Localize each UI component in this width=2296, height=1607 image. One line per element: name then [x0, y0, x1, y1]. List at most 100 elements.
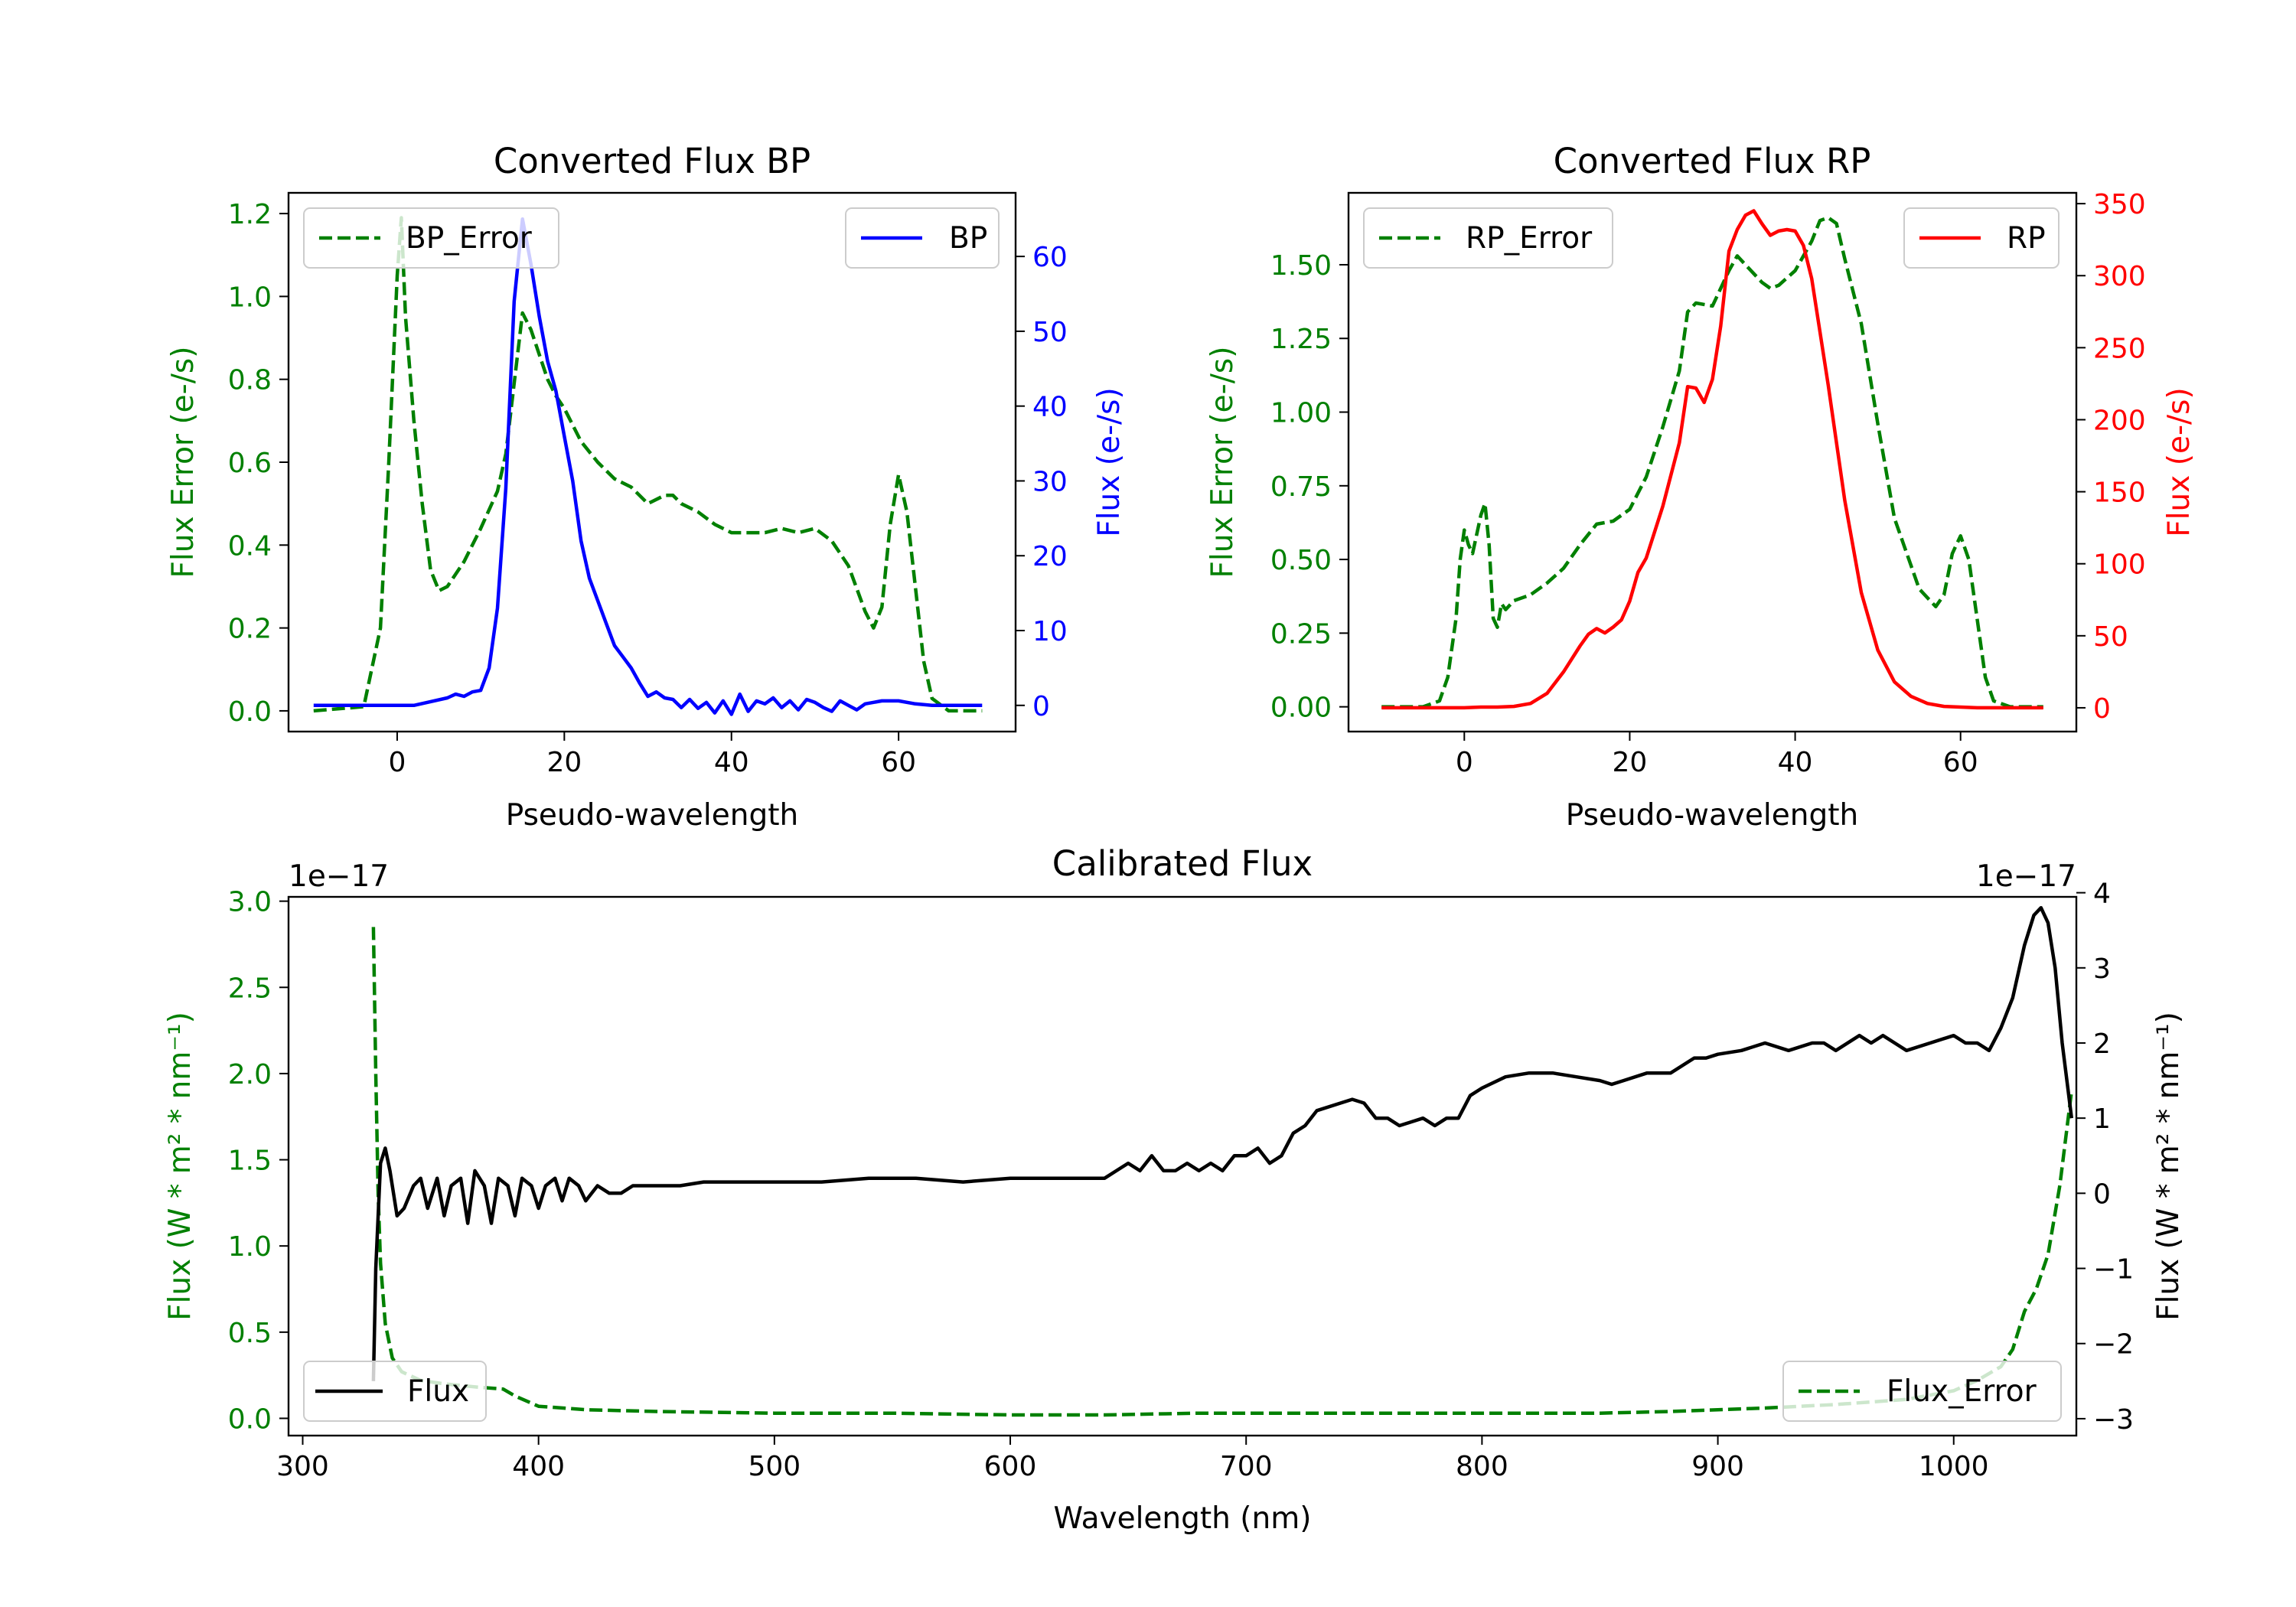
bp-right-axis-label: Flux (e-/s) [1092, 387, 1127, 536]
rp-series-rp [1381, 209, 2043, 710]
rp-right-y-tick-label: 0 [2093, 693, 2111, 725]
rp-left-y-tick-label: 0.75 [1270, 471, 1332, 503]
calibrated-legend-left-box [303, 1361, 487, 1422]
rp-series-rp-error [1381, 216, 2043, 709]
bp-legend-left-label: BP_Error [406, 221, 533, 256]
rp-right-y-tick-label: 300 [2093, 261, 2146, 292]
bp-left-y-tick-label: 1.2 [228, 199, 272, 230]
calibrated-x-tick-label: 800 [1456, 1451, 1508, 1482]
calibrated-left-y-tick-label: 2.5 [228, 973, 272, 1004]
rp-x-tick-label: 0 [1456, 747, 1473, 778]
bp-left-axis-label: Flux Error (e-/s) [166, 347, 201, 579]
rp-axes-frame [1347, 191, 2078, 733]
rp-left-y-tick-label: 0.25 [1270, 618, 1332, 650]
bp-series-bp [313, 217, 983, 716]
rp-ticks: 0 20 40 60 0.00 0.25 0.50 0.75 1.00 1.25 1.50 0 50 10… [1270, 189, 2146, 778]
calibrated-x-tick-label: 1000 [1919, 1451, 1989, 1482]
bp-plot-area [313, 216, 983, 716]
bp-left-y-tick-label: 1.0 [228, 282, 272, 313]
bp-series-bp-error [313, 216, 983, 713]
calibrated-left-y-tick-label: 3.0 [228, 887, 272, 918]
bp-left-y-tick-label: 0.4 [228, 530, 272, 562]
bp-x-tick-label: 60 [881, 747, 916, 778]
calibrated-left-y-tick-label: 2.0 [228, 1059, 272, 1090]
calibrated-left-y-tick-label: 0.0 [228, 1403, 272, 1435]
rp-panel: Converted Flux RP 0 20 40 60 0.00 0.25 0.50 0.7… [1205, 141, 2197, 833]
calibrated-legend-right-box [1782, 1361, 2062, 1422]
rp-right-y-tick-label: 200 [2093, 405, 2146, 436]
bp-panel: Converted Flux BP 0 20 40 60 0.0 0.2 0.4 0.6 0.8… [166, 141, 1127, 833]
rp-left-y-tick-label: 1.00 [1270, 398, 1332, 429]
bp-legend-left-box [303, 207, 559, 269]
bp-right-y-tick-label: 60 [1032, 242, 1068, 273]
calibrated-legend-left-label: Flux [407, 1374, 469, 1409]
bp-chart-title: Converted Flux BP [494, 141, 810, 181]
calibrated-axes-frame [287, 895, 2078, 1437]
bp-axes-frame [287, 191, 1017, 733]
bp-x-tick-label: 40 [714, 747, 749, 778]
calibrated-right-y-tick-label: 3 [2093, 953, 2111, 985]
rp-chart-title: Converted Flux RP [1554, 141, 1871, 181]
bp-right-y-tick-label: 10 [1032, 616, 1068, 647]
rp-left-y-tick-label: 1.50 [1270, 250, 1332, 282]
rp-legend-right: RP [1903, 207, 2060, 269]
rp-legend-left-box [1363, 207, 1613, 269]
calibrated-x-tick-label: 900 [1691, 1451, 1744, 1482]
calibrated-left-axis-label: Flux (W * m² * nm⁻¹) [163, 1012, 197, 1321]
rp-x-tick-label: 40 [1778, 747, 1813, 778]
rp-x-axis-label: Pseudo-wavelength [1566, 798, 1858, 833]
calibrated-right-y-tick-label: 2 [2093, 1028, 2111, 1060]
rp-legend-right-label: RP [2007, 221, 2046, 256]
bp-right-y-tick-label: 40 [1032, 392, 1068, 423]
bp-left-y-tick-label: 0.8 [228, 365, 272, 396]
rp-legend-right-box [1903, 207, 2060, 269]
rp-right-y-tick-label: 350 [2093, 189, 2146, 220]
bp-x-tick-label: 20 [546, 747, 582, 778]
calibrated-right-y-tick-label: −3 [2093, 1404, 2134, 1436]
bp-right-y-tick-label: 0 [1032, 691, 1050, 722]
bp-x-tick-label: 0 [389, 747, 406, 778]
calibrated-left-y-tick-label: 1.5 [228, 1146, 272, 1177]
calibrated-panel: Calibrated Flux 300 400 500 600 700 800 900 100… [163, 843, 2186, 1536]
rp-left-y-tick-label: 1.25 [1270, 324, 1332, 355]
calibrated-x-tick-label: 500 [748, 1451, 801, 1482]
bp-right-y-tick-label: 50 [1032, 317, 1068, 348]
rp-x-tick-label: 60 [1943, 747, 1978, 778]
calibrated-legend-right-label: Flux_Error [1887, 1374, 2037, 1409]
bp-right-y-tick-label: 30 [1032, 466, 1068, 497]
rp-right-axis-label: Flux (e-/s) [2162, 387, 2197, 536]
rp-right-y-tick-label: 100 [2093, 549, 2146, 581]
bp-legend-right: BP [845, 207, 1000, 269]
calibrated-chart-title: Calibrated Flux [1052, 843, 1313, 884]
rp-left-y-tick-label: 0.50 [1270, 545, 1332, 576]
calibrated-legend-right: Flux_Error [1782, 1361, 2062, 1422]
calibrated-x-tick-label: 700 [1220, 1451, 1273, 1482]
rp-x-tick-label: 20 [1613, 747, 1648, 778]
calibrated-right-y-tick-label: 4 [2093, 878, 2111, 910]
calibrated-right-axis-label: Flux (W * m² * nm⁻¹) [2151, 1012, 2186, 1321]
rp-left-axis-label: Flux Error (e-/s) [1205, 347, 1240, 579]
calibrated-x-tick-label: 600 [984, 1451, 1037, 1482]
calibrated-x-axis-label: Wavelength (nm) [1054, 1501, 1312, 1536]
bp-right-y-tick-label: 20 [1032, 541, 1068, 572]
calibrated-x-tick-label: 300 [276, 1451, 329, 1482]
rp-right-y-tick-label: 150 [2093, 478, 2146, 509]
bp-left-y-tick-label: 0.0 [228, 696, 272, 728]
calibrated-right-y-tick-label: 1 [2093, 1103, 2111, 1135]
calibrated-right-y-tick-label: −2 [2093, 1329, 2134, 1361]
rp-right-y-tick-label: 50 [2093, 621, 2128, 653]
rp-left-y-tick-label: 0.00 [1270, 693, 1332, 724]
bp-legend-right-label: BP [949, 221, 987, 256]
calibrated-ticks: 300 400 500 600 700 800 900 1000 0.0 0.5 1.0 1.5 2.0… [228, 878, 2134, 1482]
bp-x-axis-label: Pseudo-wavelength [506, 798, 798, 833]
bp-left-y-tick-label: 0.2 [228, 614, 272, 645]
rp-plot-area [1381, 209, 2043, 710]
bp-legend-left: BP_Error [303, 207, 559, 269]
calibrated-right-y-tick-label: −1 [2093, 1254, 2134, 1286]
calibrated-right-y-tick-label: 0 [2093, 1178, 2111, 1210]
rp-legend-left-label: RP_Error [1466, 221, 1593, 256]
bp-left-y-tick-label: 0.6 [228, 448, 272, 479]
calibrated-x-tick-label: 400 [512, 1451, 565, 1482]
calibrated-left-y-tick-label: 0.5 [228, 1318, 272, 1349]
